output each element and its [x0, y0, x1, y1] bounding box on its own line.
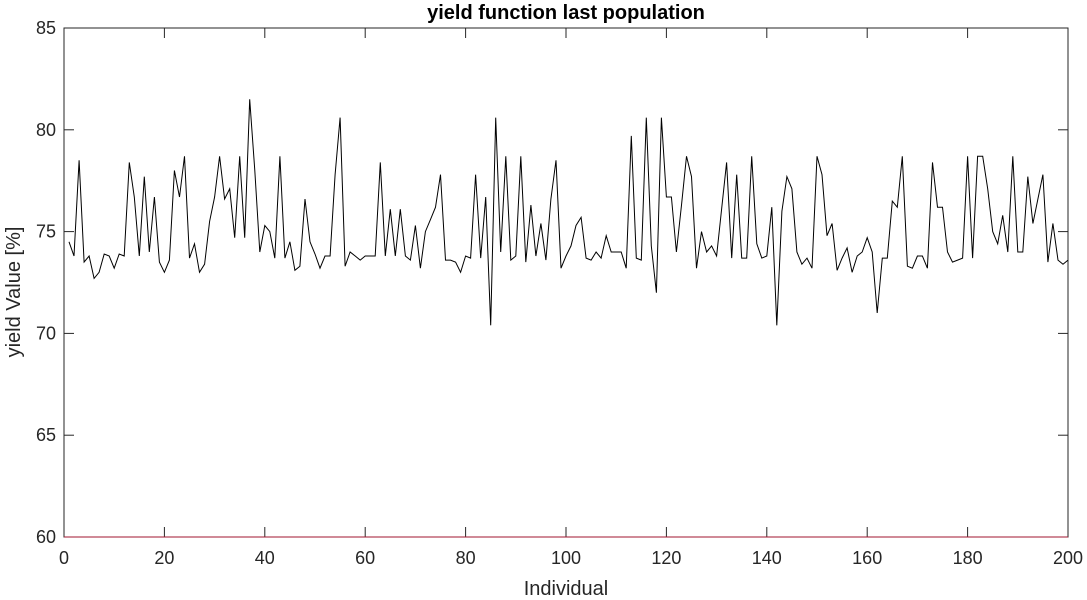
x-tick-label: 80	[456, 548, 476, 568]
y-axis-label: yield Value [%]	[3, 227, 25, 358]
x-tick-label: 160	[852, 548, 882, 568]
x-tick-label: 180	[953, 548, 983, 568]
y-tick-label: 75	[36, 222, 56, 242]
x-tick-label: 200	[1053, 548, 1083, 568]
x-tick-label: 100	[551, 548, 581, 568]
series-group	[64, 99, 1069, 538]
plot-box	[63, 27, 1069, 538]
x-tick-label: 20	[154, 548, 174, 568]
y-tick-label: 60	[36, 527, 56, 547]
x-axis-ticks: 0 20 40 60 80 100 120 140 160 180 200	[59, 28, 1083, 568]
y-tick-label: 85	[36, 18, 56, 38]
y-tick-label: 65	[36, 425, 56, 445]
x-tick-label: 120	[651, 548, 681, 568]
x-tick-label: 40	[255, 548, 275, 568]
y-tick-label: 80	[36, 120, 56, 140]
chart-title: yield function last population	[427, 2, 705, 24]
series-line-1	[68, 99, 1069, 326]
axes-frame	[63, 27, 1069, 538]
x-tick-label: 0	[59, 548, 69, 568]
y-axis-ticks: 60 65 70 75 80 85	[36, 18, 1068, 547]
x-axis-label: Individual	[524, 578, 609, 600]
x-tick-label: 140	[752, 548, 782, 568]
y-tick-label: 70	[36, 323, 56, 343]
x-tick-label: 60	[355, 548, 375, 568]
